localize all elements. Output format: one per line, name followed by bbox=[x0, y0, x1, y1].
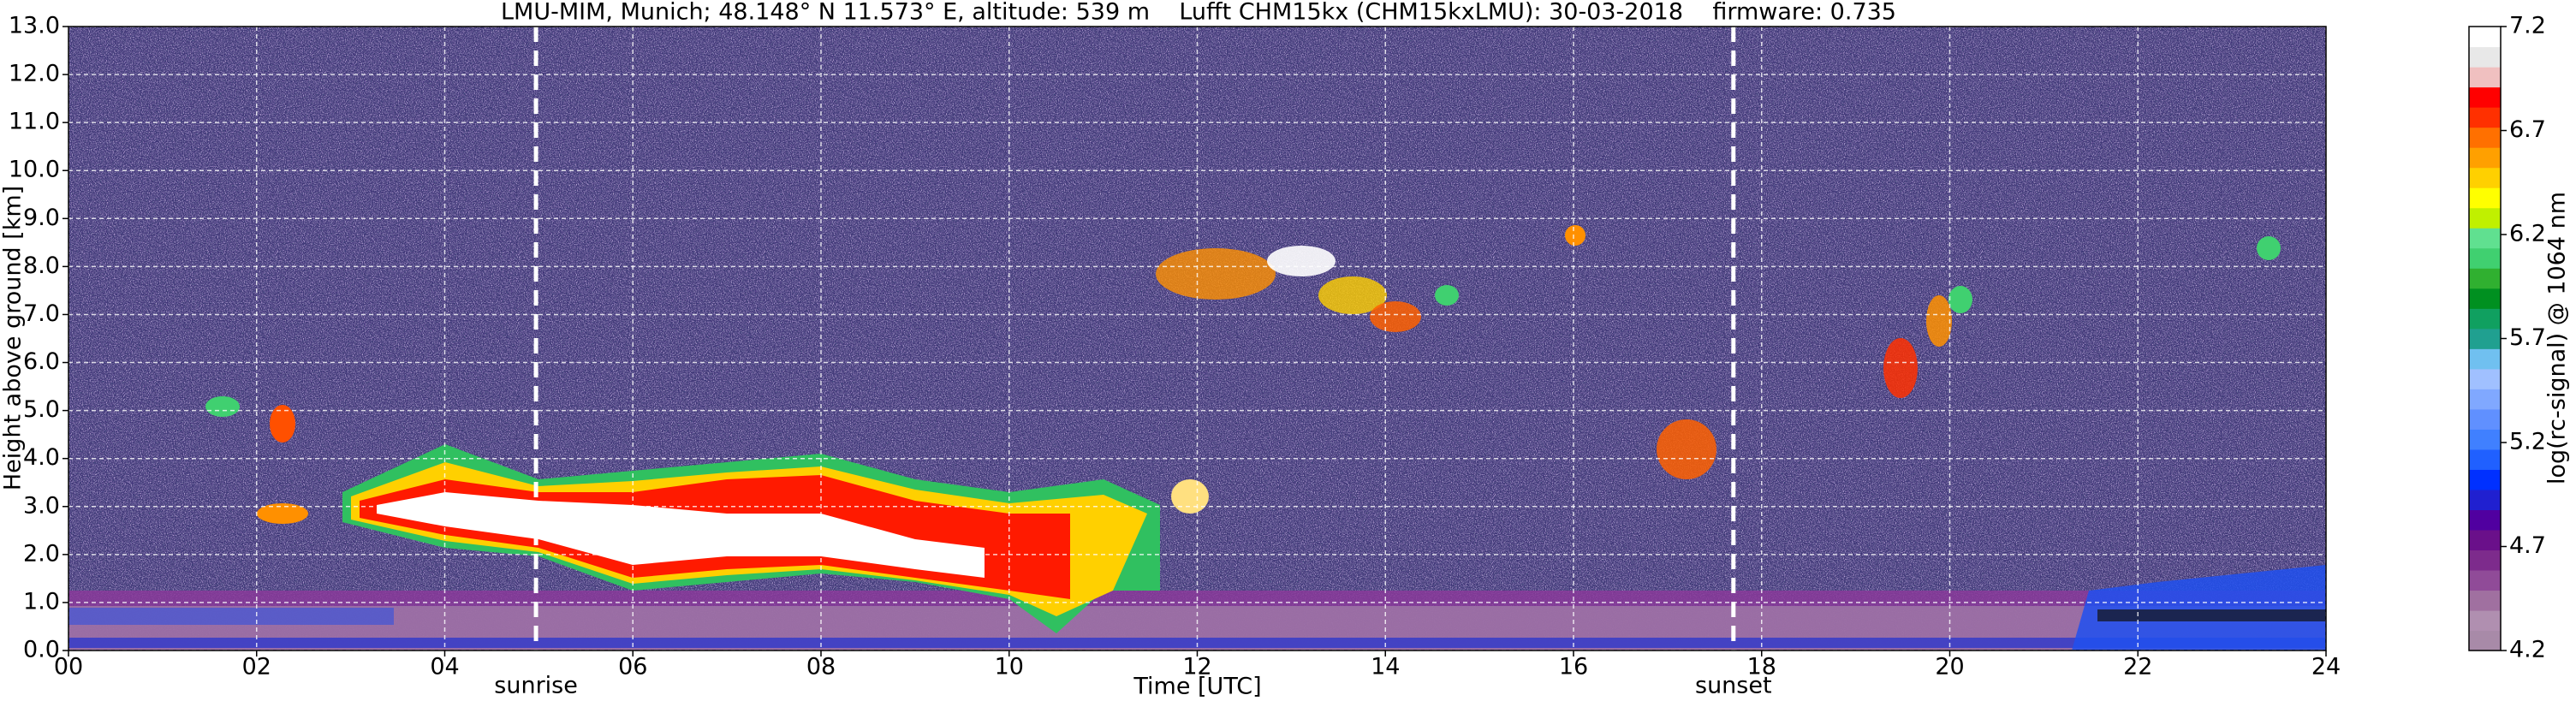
grid bbox=[68, 26, 2327, 651]
x-tick-label: 02 bbox=[242, 654, 271, 680]
colorbar-tick-label: 4.2 bbox=[2509, 637, 2546, 663]
colorbar-swatch bbox=[2469, 127, 2501, 148]
y-tick-label: 0.0 bbox=[23, 637, 60, 663]
colorbar-swatch bbox=[2469, 328, 2501, 349]
x-tick-label: 18 bbox=[1747, 654, 1776, 680]
colorbar-swatch bbox=[2469, 348, 2501, 370]
y-tick-label: 7.0 bbox=[23, 300, 60, 327]
x-tick-label: 16 bbox=[1559, 654, 1588, 680]
y-tick-label: 5.0 bbox=[23, 396, 60, 423]
colorbar-swatch bbox=[2469, 86, 2501, 108]
y-tick-label: 3.0 bbox=[23, 492, 60, 519]
chart-title: LMU-MIM, Munich; 48.148° N 11.573° E, al… bbox=[501, 0, 1896, 26]
colorbar-swatch bbox=[2469, 207, 2501, 229]
colorbar-swatch bbox=[2469, 228, 2501, 249]
x-tick-label: 00 bbox=[54, 654, 83, 680]
y-tick-label: 13.0 bbox=[9, 13, 60, 39]
colorbar-swatch bbox=[2469, 268, 2501, 289]
y-axis-label: Height above ground [km] bbox=[0, 186, 27, 490]
colorbar-swatch bbox=[2469, 550, 2501, 571]
colorbar-swatch bbox=[2469, 107, 2501, 128]
colorbar-tick-label: 7.2 bbox=[2509, 13, 2546, 39]
colorbar-tick-label: 5.7 bbox=[2509, 324, 2546, 351]
colorbar-swatch bbox=[2469, 247, 2501, 269]
colorbar-label: log(rc-signal) @ 1064 nm bbox=[2544, 192, 2571, 484]
y-tick-label: 2.0 bbox=[23, 540, 60, 567]
colorbar-tick-label: 4.7 bbox=[2509, 532, 2546, 559]
colorbar-swatch bbox=[2469, 489, 2501, 510]
x-axis-label: Time [UTC] bbox=[1133, 674, 1261, 700]
colorbar-swatch bbox=[2469, 429, 2501, 450]
y-tick-label: 1.0 bbox=[23, 588, 60, 615]
colorbar-swatch bbox=[2469, 569, 2501, 591]
colorbar-swatch bbox=[2469, 408, 2501, 430]
colorbar-swatch bbox=[2469, 529, 2501, 551]
y-tick-label: 9.0 bbox=[23, 205, 60, 231]
colorbar-swatch bbox=[2469, 469, 2501, 490]
colorbar-swatch bbox=[2469, 46, 2501, 68]
x-tick-label: 24 bbox=[2311, 654, 2341, 680]
colorbar-swatch bbox=[2469, 147, 2501, 169]
colorbar-swatch bbox=[2469, 167, 2501, 188]
colorbar-swatch bbox=[2469, 308, 2501, 330]
x-tick-label: 22 bbox=[2123, 654, 2152, 680]
colorbar-swatch bbox=[2469, 288, 2501, 309]
y-tick-label: 8.0 bbox=[23, 253, 60, 279]
colorbar-swatch bbox=[2469, 609, 2501, 632]
colorbar-swatch bbox=[2469, 509, 2501, 531]
y-tick-label: 6.0 bbox=[23, 348, 60, 375]
x-tick-label: 10 bbox=[995, 654, 1024, 680]
annotation-label: sunrise bbox=[494, 673, 578, 699]
annotation-label: sunset bbox=[1695, 673, 1772, 699]
x-tick-label: 04 bbox=[430, 654, 459, 680]
x-tick-label: 20 bbox=[1935, 654, 1964, 680]
colorbar-swatch bbox=[2469, 590, 2501, 611]
x-tick-label: 12 bbox=[1182, 654, 1211, 680]
colorbar-tick-label: 6.2 bbox=[2509, 221, 2546, 247]
colorbar-swatch bbox=[2469, 187, 2501, 209]
colorbar-swatch bbox=[2469, 449, 2501, 470]
y-tick-label: 11.0 bbox=[9, 109, 60, 135]
y-tick-label: 10.0 bbox=[9, 157, 60, 183]
colorbar-swatch bbox=[2469, 630, 2501, 651]
y-tick-label: 12.0 bbox=[9, 61, 60, 87]
x-tick-label: 06 bbox=[618, 654, 647, 680]
x-tick-label: 14 bbox=[1371, 654, 1400, 680]
y-tick-label: 4.0 bbox=[23, 444, 60, 471]
x-tick-label: 08 bbox=[806, 654, 836, 680]
colorbar-tick-label: 6.7 bbox=[2509, 116, 2546, 143]
colorbar-swatch bbox=[2469, 27, 2501, 48]
colorbar-swatch bbox=[2469, 67, 2501, 88]
colorbar-swatch bbox=[2469, 368, 2501, 389]
colorbar-tick-label: 5.2 bbox=[2509, 429, 2546, 455]
colorbar-swatch bbox=[2469, 389, 2501, 410]
